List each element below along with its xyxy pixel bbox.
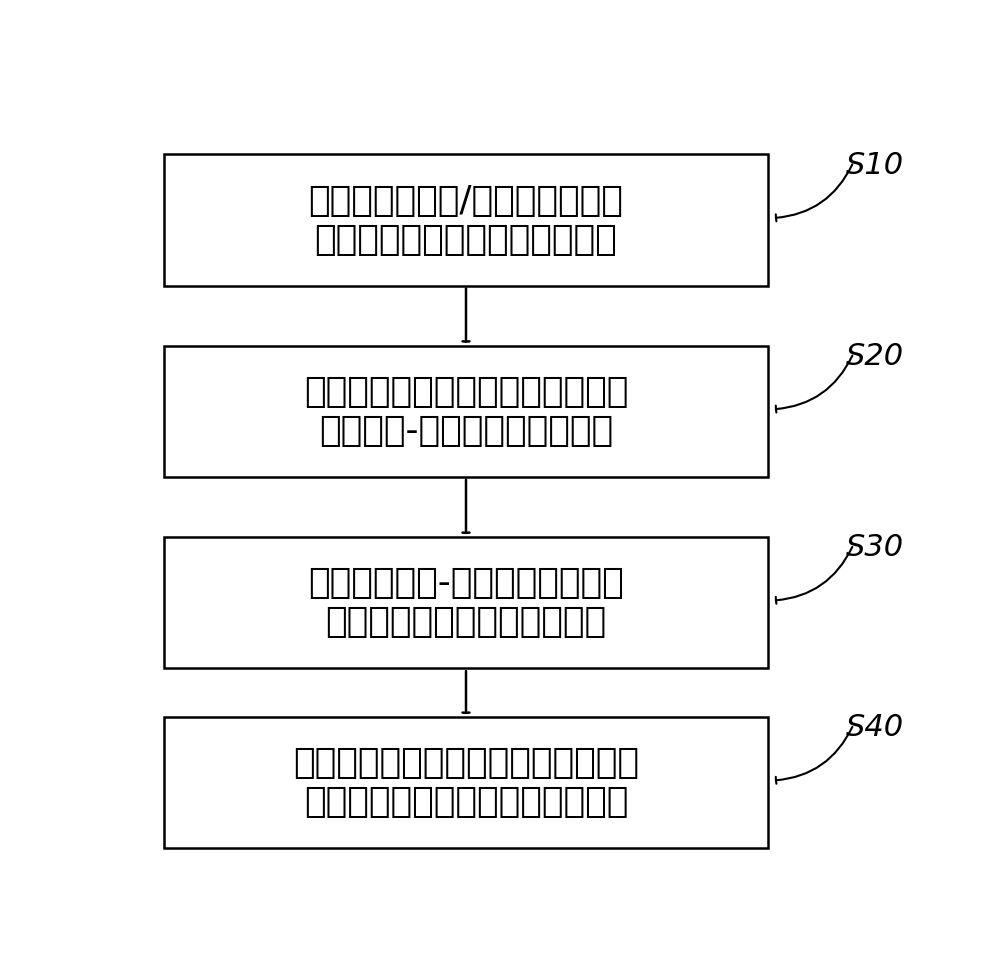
Text: 电网有功-无功可行域投影模型: 电网有功-无功可行域投影模型 — [319, 414, 613, 448]
Text: 数据，建立可再生能源出力模型: 数据，建立可再生能源出力模型 — [315, 222, 617, 256]
Text: 基于可再生能源出力模型，建立配: 基于可再生能源出力模型，建立配 — [304, 375, 628, 409]
Text: 基于获取的风机/光伏出力的历史: 基于获取的风机/光伏出力的历史 — [309, 183, 623, 217]
Bar — [164, 717, 768, 848]
Text: S30: S30 — [846, 533, 904, 562]
Text: 基于配网投影的输配协同优化模型: 基于配网投影的输配协同优化模型 — [304, 785, 628, 819]
Text: S10: S10 — [846, 151, 904, 179]
Text: S40: S40 — [846, 713, 904, 742]
Bar — [164, 537, 768, 668]
Text: S20: S20 — [846, 342, 904, 371]
Text: 对配电网有功-无功可行域模型求: 对配电网有功-无功可行域模型求 — [308, 566, 624, 600]
Text: 解，确定配电网等效耦合节点: 解，确定配电网等效耦合节点 — [325, 605, 607, 639]
Text: 建立包含配电网等效耦合节点约束的: 建立包含配电网等效耦合节点约束的 — [293, 746, 639, 780]
Bar — [164, 346, 768, 477]
Bar — [164, 154, 768, 285]
